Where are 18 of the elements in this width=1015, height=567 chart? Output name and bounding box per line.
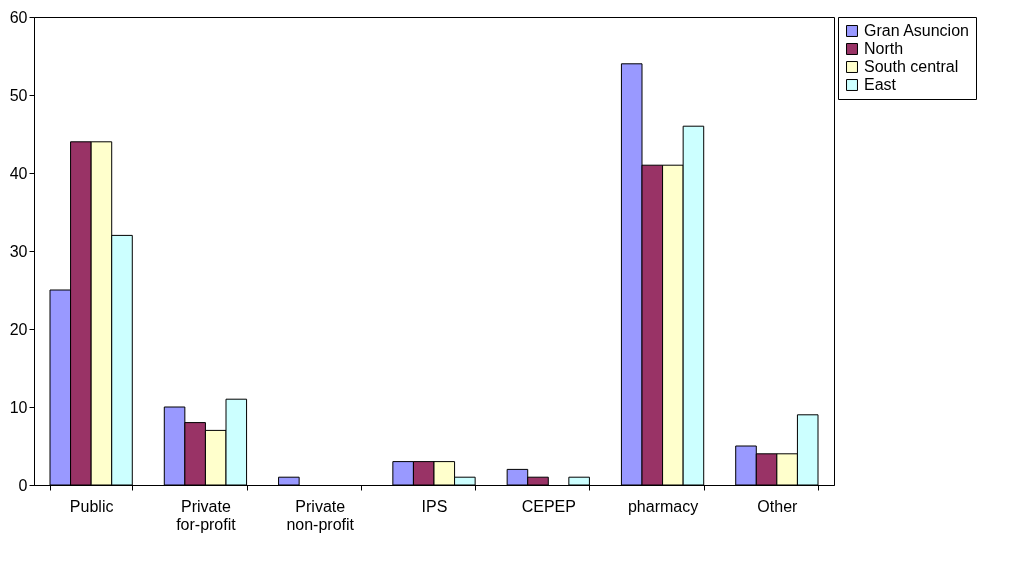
y-tick-label: 50	[9, 86, 28, 104]
y-tick-label: 0	[18, 476, 28, 494]
x-tick-label: Other	[757, 497, 799, 515]
y-tick-label: 30	[9, 242, 28, 260]
legend-label: Gran Asuncion	[864, 22, 969, 39]
x-tick-label: Public	[69, 497, 114, 515]
x-tick-label: IPS	[421, 497, 448, 515]
legend-label: South central	[864, 58, 959, 75]
x-tick-label: pharmacy	[627, 497, 699, 515]
legend-label: East	[864, 76, 897, 93]
y-tick-label: 40	[9, 164, 28, 182]
y-tick-label: 20	[9, 320, 28, 338]
x-tick-label: Private for-profit	[176, 497, 237, 533]
x-tick-label: CEPEP	[521, 497, 576, 515]
y-tick-label: 10	[9, 398, 28, 416]
legend-label: North	[864, 40, 904, 57]
x-tick-label: Private non-profit	[286, 497, 355, 533]
y-tick-label: 60	[9, 8, 28, 26]
